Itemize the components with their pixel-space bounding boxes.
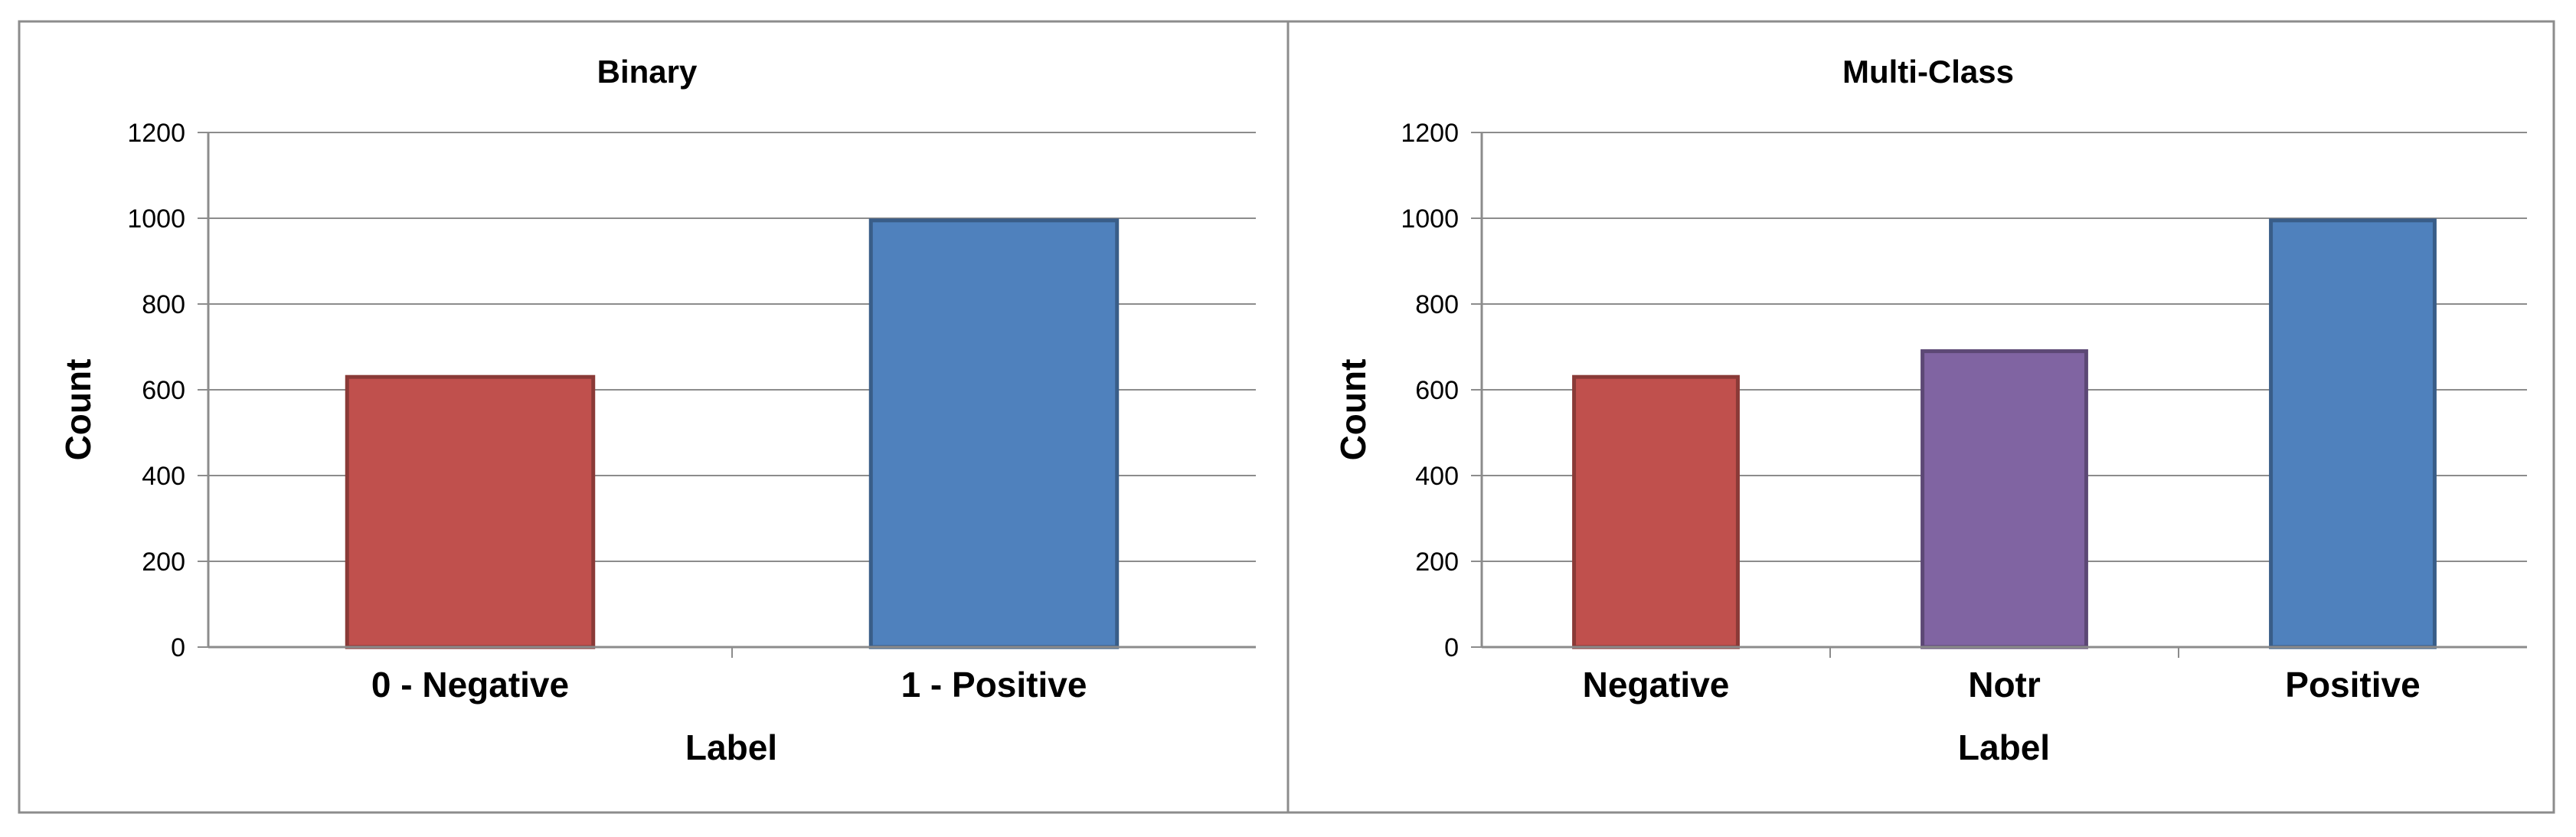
x-tick-label: 1 - Positive xyxy=(901,665,1087,705)
y-axis-label: Count xyxy=(1333,359,1373,461)
bar-0-negative xyxy=(345,374,596,649)
y-tick-label: 600 xyxy=(1415,376,1459,405)
bar-negative xyxy=(1572,374,1740,649)
y-tick-label: 400 xyxy=(142,462,185,491)
y-tick-label: 400 xyxy=(1415,462,1459,491)
x-tick-label: 0 - Negative xyxy=(371,665,569,705)
y-tick-label: 800 xyxy=(1415,290,1459,319)
chart-title: Binary xyxy=(597,54,698,90)
y-tick-label: 200 xyxy=(1415,548,1459,577)
chart-title: Multi-Class xyxy=(1842,54,2014,90)
bar-1-positive xyxy=(868,218,1120,649)
y-tick-label: 1200 xyxy=(1401,119,1459,148)
y-tick-label: 0 xyxy=(171,633,185,662)
y-axis-label: Count xyxy=(58,359,98,461)
y-tick-label: 1200 xyxy=(127,119,185,148)
bar-notr xyxy=(1921,349,2088,649)
y-tick-label: 200 xyxy=(142,548,185,577)
y-tick-label: 1000 xyxy=(127,204,185,234)
bar-positive xyxy=(2269,218,2437,649)
x-tick-label: Negative xyxy=(1583,665,1730,705)
x-axis-label: Label xyxy=(1958,727,2050,767)
chart-multiclass: Multi-Class Count Label 0 200 400 600 800 100… xyxy=(1333,54,2527,767)
x-tick-label: Notr xyxy=(1968,665,2041,705)
y-tick-label: 1000 xyxy=(1401,204,1459,234)
y-tick-label: 0 xyxy=(1444,633,1459,662)
chart-binary: Binary Count Label 0 200 400 600 800 1000 1200… xyxy=(58,54,1256,767)
x-tick-label: Positive xyxy=(2285,665,2420,705)
y-tick-label: 600 xyxy=(142,376,185,405)
x-axis-label: Label xyxy=(685,727,777,767)
y-tick-label: 800 xyxy=(142,290,185,319)
